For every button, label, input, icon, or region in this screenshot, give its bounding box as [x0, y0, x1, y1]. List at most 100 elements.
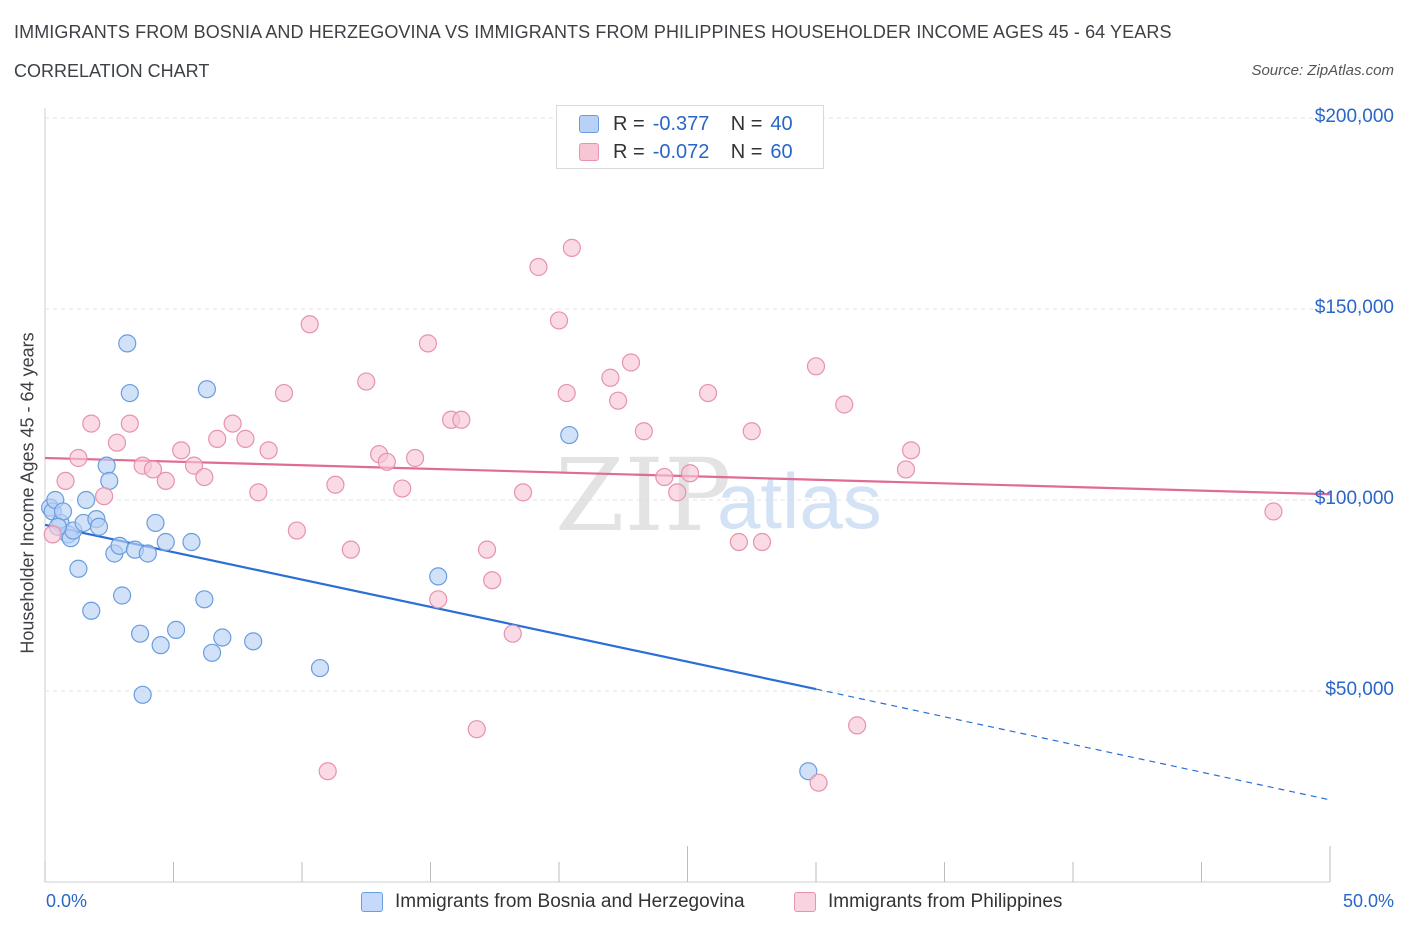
point-bosnia [110, 536, 129, 555]
point-philippines [549, 311, 569, 330]
point-philippines [223, 414, 242, 433]
legend-n-label: N = [730, 112, 763, 135]
point-philippines [156, 471, 175, 490]
point-philippines [287, 521, 306, 540]
point-bosnia [182, 532, 201, 552]
legend-r-label: R = [613, 140, 645, 163]
legend-swatch-pink [579, 143, 599, 161]
point-bosnia [53, 502, 73, 521]
point-bosnia [213, 628, 232, 647]
point-philippines [483, 571, 502, 590]
point-philippines [429, 590, 448, 609]
y-tick-label: $50,000 [1325, 679, 1394, 700]
point-philippines [236, 429, 255, 448]
point-philippines [503, 624, 522, 643]
point-bosnia [429, 567, 448, 586]
legend-r-label: R = [613, 112, 645, 135]
point-philippines [901, 441, 921, 460]
point-philippines [601, 368, 620, 387]
y-tick-label: $200,000 [1314, 106, 1394, 127]
legend-n-value: 40 [770, 112, 793, 135]
legend-r-value: -0.377 [652, 112, 710, 135]
data-points [41, 238, 1283, 792]
point-bosnia [138, 544, 157, 563]
point-philippines [393, 479, 412, 498]
series-swatch-pink [794, 892, 816, 912]
watermark-atlas: atlas [717, 457, 882, 545]
axes [44, 108, 1331, 883]
point-philippines [195, 467, 214, 487]
point-philippines [405, 448, 425, 468]
point-bosnia [195, 590, 214, 609]
point-philippines [809, 773, 828, 792]
legend-row-bosnia: R = -0.377 N = 40 [579, 111, 793, 137]
point-philippines [452, 410, 471, 429]
point-bosnia [799, 762, 818, 781]
point-bosnia [197, 380, 217, 399]
watermark-zip: ZIP [555, 437, 731, 554]
legend-row-philippines: R = -0.072 N = 60 [579, 139, 793, 165]
point-philippines [318, 762, 337, 781]
point-bosnia [310, 658, 330, 678]
point-philippines [120, 414, 139, 433]
trend-line-bosnia [44, 523, 817, 691]
trend-line-bosnia-extension [815, 688, 1331, 801]
y-tick-label: $100,000 [1314, 488, 1394, 509]
point-philippines [668, 483, 687, 502]
point-philippines [107, 433, 127, 452]
point-bosnia [82, 601, 101, 620]
grid-lines [45, 117, 1390, 692]
source-note: Source: ZipAtlas.com [1251, 62, 1394, 79]
legend-n-label: N = [730, 140, 763, 163]
point-philippines [896, 460, 916, 479]
point-bosnia [166, 620, 186, 639]
point-bosnia [118, 334, 137, 353]
point-philippines [326, 475, 345, 494]
point-philippines [208, 429, 227, 448]
point-bosnia [100, 471, 119, 490]
point-philippines [562, 238, 581, 257]
point-philippines [184, 456, 204, 475]
point-bosnia [69, 559, 88, 578]
legend-r-value: -0.072 [652, 140, 710, 163]
point-bosnia [156, 532, 175, 552]
point-philippines [742, 422, 761, 441]
point-bosnia [244, 632, 263, 651]
point-philippines [69, 448, 88, 468]
point-bosnia [146, 513, 165, 533]
point-philippines [82, 414, 101, 433]
point-philippines [634, 422, 653, 441]
point-philippines [467, 720, 486, 739]
point-philippines [357, 372, 376, 391]
point-philippines [529, 257, 548, 277]
point-philippines [259, 441, 278, 460]
series-legend-philippines[interactable]: Immigrants from Philippines [794, 890, 1062, 914]
series-legend-label: Immigrants from Bosnia and Herzegovina [395, 891, 745, 912]
point-philippines [621, 353, 641, 372]
point-philippines [274, 383, 294, 403]
point-bosnia [151, 636, 170, 655]
point-philippines [609, 391, 628, 410]
point-philippines [43, 525, 62, 544]
point-philippines [143, 460, 163, 479]
series-legend-bosnia[interactable]: Immigrants from Bosnia and Herzegovina [361, 890, 745, 914]
legend-swatch-blue [579, 115, 599, 133]
point-philippines [557, 383, 576, 403]
x-tick-label-max: 50.0% [1342, 891, 1394, 911]
chart-subtitle: CORRELATION CHART [14, 61, 210, 81]
point-bosnia [112, 586, 132, 605]
point-philippines [729, 532, 749, 552]
x-tick-label-min: 0.0% [46, 891, 88, 911]
point-philippines [341, 540, 360, 559]
point-bosnia [130, 624, 150, 643]
point-philippines [172, 441, 191, 460]
correlation-legend: R = -0.377 N = 40 R = -0.072 N = 60 [556, 105, 824, 169]
point-philippines [249, 483, 268, 502]
y-axis-label: Householder Income Ages 45 - 64 years [17, 332, 38, 654]
point-bosnia [89, 517, 109, 536]
y-tick-label: $150,000 [1314, 297, 1394, 318]
point-philippines [300, 315, 319, 334]
point-philippines [95, 487, 114, 506]
point-philippines [655, 467, 674, 487]
